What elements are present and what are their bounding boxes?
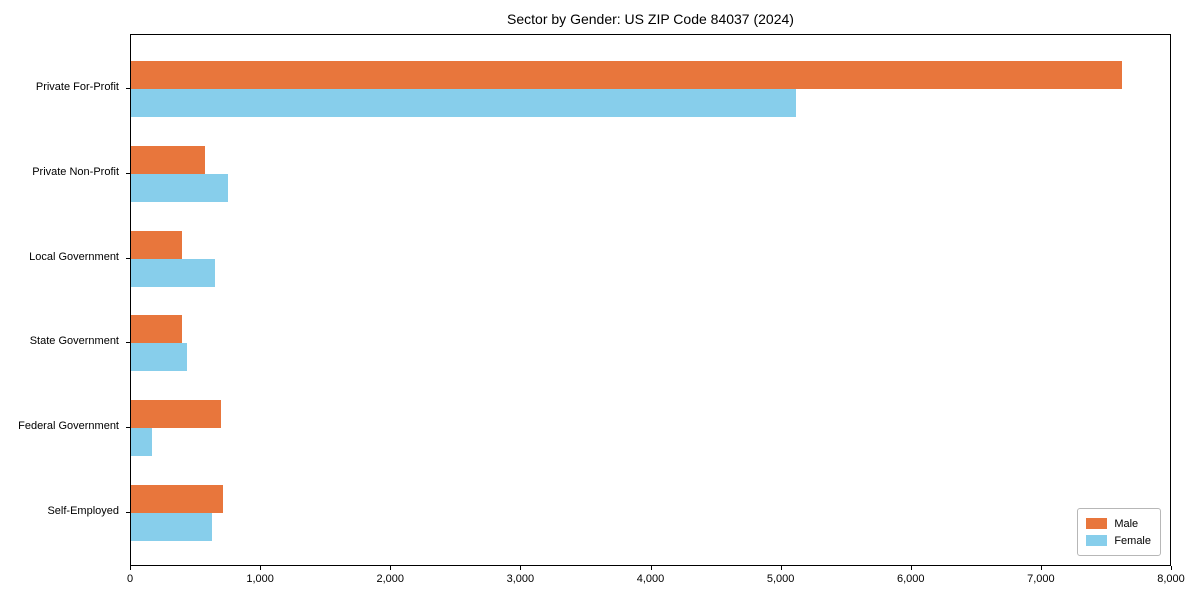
x-tick-label: 6,000 <box>896 573 925 585</box>
y-tick-label: State Government <box>29 335 119 348</box>
x-tick-mark <box>1040 566 1042 570</box>
legend-label: Male <box>1114 517 1139 530</box>
legend-label: Female <box>1114 534 1151 547</box>
bar-male-3 <box>131 315 182 344</box>
bar-female-3 <box>131 343 187 372</box>
plot-area: Male Female <box>130 34 1171 566</box>
x-tick-label: 0 <box>126 573 134 585</box>
bar-male-5 <box>131 484 224 513</box>
y-tick-mark <box>126 427 130 428</box>
y-tick-label: Private For-Profit <box>35 81 119 94</box>
legend-item-male: Male <box>1086 515 1151 532</box>
x-tick-mark <box>130 566 131 570</box>
y-tick-mark <box>126 511 130 513</box>
bar-female-5 <box>131 512 212 541</box>
x-tick-mark <box>260 566 262 570</box>
chart-title: Sector by Gender: US ZIP Code 84037 (202… <box>507 11 794 27</box>
x-tick-label: 3,000 <box>506 573 535 585</box>
y-tick-label: Private Non-Profit <box>32 166 119 178</box>
x-tick-label: 7,000 <box>1027 573 1055 585</box>
y-tick-mark <box>126 257 130 259</box>
legend: Male Female <box>1077 508 1161 556</box>
x-tick-mark <box>520 566 522 570</box>
legend-swatch-male <box>1086 518 1108 529</box>
y-tick-mark <box>126 342 130 344</box>
y-tick-mark <box>126 173 130 174</box>
bar-female-1 <box>131 174 229 202</box>
y-tick-label: Local Government <box>29 250 119 263</box>
x-tick-mark <box>390 566 392 570</box>
bar-male-0 <box>131 61 1122 90</box>
x-tick-mark <box>1171 566 1172 570</box>
legend-swatch-female <box>1086 535 1108 546</box>
bar-female-0 <box>131 89 796 118</box>
bar-male-1 <box>131 146 206 174</box>
bar-female-2 <box>131 258 216 287</box>
x-tick-label: 8,000 <box>1157 573 1185 585</box>
y-tick-label: Self-Employed <box>47 504 119 517</box>
x-tick-label: 4,000 <box>636 573 665 585</box>
x-tick-label: 5,000 <box>766 573 795 585</box>
y-tick-mark <box>126 88 130 90</box>
y-tick-label: Federal Government <box>18 420 119 432</box>
x-tick-label: 2,000 <box>376 573 405 585</box>
bar-male-2 <box>131 230 182 259</box>
x-tick-mark <box>780 566 782 570</box>
x-tick-mark <box>910 566 912 570</box>
bar-female-4 <box>131 428 152 456</box>
legend-item-female: Female <box>1086 532 1151 549</box>
x-tick-mark <box>650 566 652 570</box>
bar-male-4 <box>131 400 221 428</box>
x-tick-label: 1,000 <box>246 573 274 585</box>
